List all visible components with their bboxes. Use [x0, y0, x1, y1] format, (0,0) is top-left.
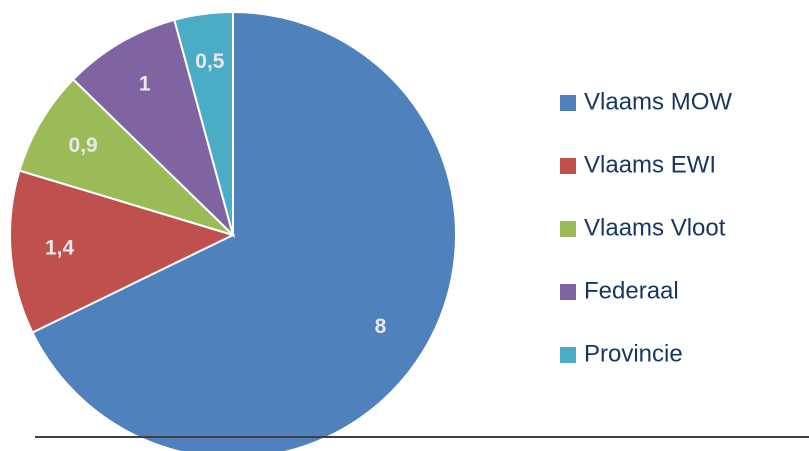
pie-slice — [18, 78, 234, 236]
legend-swatch — [560, 221, 576, 237]
legend-label: Vlaams EWI — [584, 151, 716, 178]
legend-swatch — [560, 158, 576, 174]
legend-swatch — [560, 95, 576, 111]
legend-swatch — [560, 347, 576, 363]
legend-label: Federaal — [584, 277, 679, 304]
pie-slice — [71, 18, 235, 239]
legend-label: Vlaams MOW — [584, 88, 732, 115]
legend-label: Provincie — [584, 340, 683, 367]
data-label: 1,4 — [45, 236, 75, 259]
pie-slice — [9, 169, 236, 334]
data-label: 0,5 — [195, 50, 225, 73]
legend-swatch — [560, 284, 576, 300]
data-label: 0,9 — [69, 134, 98, 157]
pie-slice — [31, 10, 457, 451]
legend-label: Vlaams Vloot — [584, 214, 726, 241]
pie-slice — [173, 10, 234, 236]
data-label: 1 — [139, 73, 151, 96]
data-label: 8 — [375, 315, 387, 338]
